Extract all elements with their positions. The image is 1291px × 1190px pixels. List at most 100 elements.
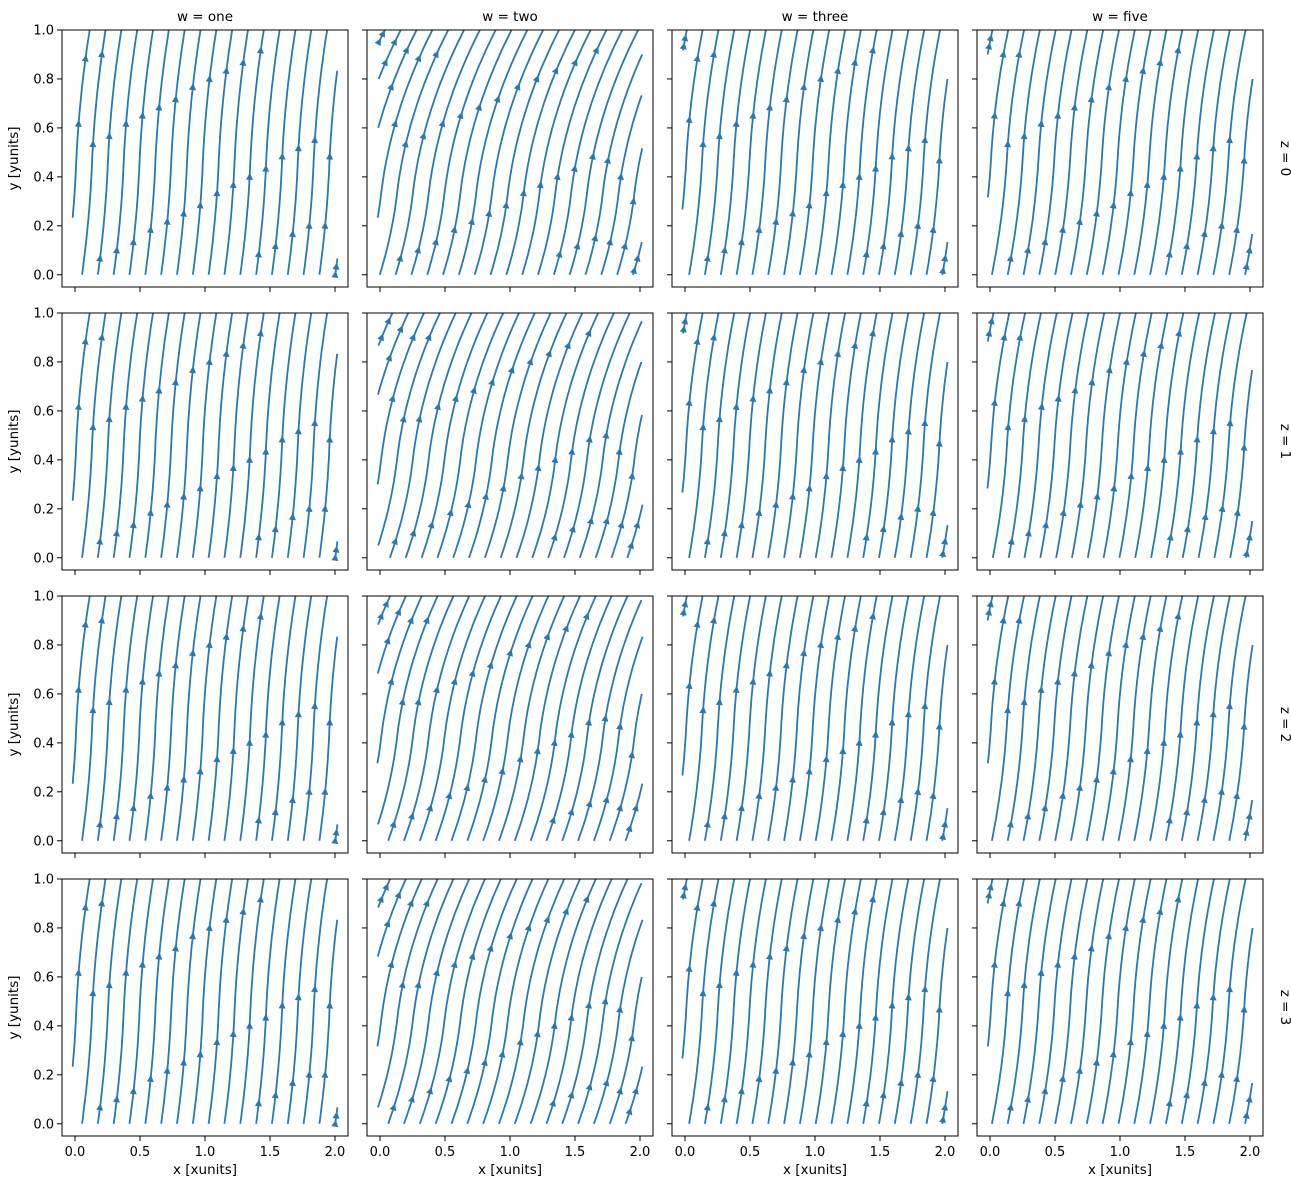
streamlines bbox=[985, 596, 1254, 841]
y-tick-label: 1.0 bbox=[33, 24, 54, 39]
streamline bbox=[1054, 30, 1089, 275]
arrowhead bbox=[384, 317, 391, 325]
x-axis-label: x [xunits] bbox=[478, 1162, 542, 1178]
streamline bbox=[1197, 313, 1232, 558]
y-tick-label: 0.4 bbox=[33, 736, 54, 751]
arrowhead bbox=[987, 317, 995, 325]
streamline bbox=[545, 596, 613, 842]
arrowhead bbox=[710, 50, 717, 58]
streamline bbox=[991, 879, 1025, 1124]
arrowhead bbox=[805, 201, 813, 209]
arrowhead bbox=[96, 254, 104, 262]
streamline bbox=[513, 596, 581, 842]
arrowhead bbox=[378, 30, 385, 38]
arrowhead bbox=[239, 58, 247, 66]
streamline bbox=[719, 30, 751, 275]
streamline bbox=[719, 313, 751, 558]
arrowhead bbox=[1240, 156, 1248, 164]
streamline bbox=[1085, 30, 1120, 275]
arrowhead bbox=[398, 981, 406, 989]
arrowhead bbox=[567, 1091, 575, 1099]
streamline bbox=[403, 879, 471, 1125]
streamline bbox=[128, 313, 154, 558]
arrowhead bbox=[332, 262, 340, 270]
arrowhead bbox=[782, 95, 790, 103]
arrowhead bbox=[450, 225, 458, 234]
streamline bbox=[626, 504, 644, 559]
streamline bbox=[376, 879, 407, 957]
arrowhead bbox=[749, 111, 757, 119]
streamline bbox=[704, 879, 736, 1124]
arrowhead bbox=[627, 541, 634, 550]
arrowhead bbox=[606, 238, 613, 246]
arrowhead bbox=[737, 521, 745, 529]
arrowhead bbox=[407, 616, 414, 625]
arrowhead bbox=[1105, 366, 1113, 374]
arrowhead bbox=[699, 423, 707, 431]
arrowhead bbox=[129, 521, 137, 529]
arrowhead bbox=[1070, 952, 1078, 960]
arrowhead bbox=[817, 640, 824, 649]
streamlines bbox=[985, 879, 1254, 1124]
arrowhead bbox=[571, 58, 578, 67]
arrowhead bbox=[205, 640, 213, 649]
streamline bbox=[1054, 879, 1089, 1124]
arrowhead bbox=[550, 1021, 558, 1030]
arrowhead bbox=[904, 710, 912, 718]
arrowhead bbox=[189, 649, 196, 657]
arrowhead bbox=[534, 463, 542, 472]
arrowhead bbox=[1193, 435, 1201, 443]
arrowhead bbox=[311, 136, 319, 144]
arrowhead bbox=[1242, 262, 1250, 270]
x-tick-label: 2.0 bbox=[1240, 1145, 1261, 1160]
streamline bbox=[404, 313, 473, 559]
arrowhead bbox=[383, 636, 391, 645]
arrowhead bbox=[869, 895, 876, 903]
arrowhead bbox=[921, 985, 929, 993]
streamline bbox=[387, 879, 455, 1125]
arrowhead bbox=[1139, 66, 1147, 75]
panel-r2-c3: z = 2 bbox=[972, 595, 1291, 858]
arrowhead bbox=[834, 632, 841, 641]
arrowhead bbox=[1217, 1070, 1225, 1079]
arrowhead bbox=[1006, 820, 1014, 828]
arrowhead bbox=[391, 537, 398, 546]
streamline bbox=[608, 976, 643, 1125]
arrowhead bbox=[1140, 349, 1147, 358]
streamline bbox=[426, 30, 497, 276]
arrowhead bbox=[305, 1070, 313, 1078]
arrowhead bbox=[517, 472, 525, 480]
streamline bbox=[376, 596, 423, 764]
streamline bbox=[893, 596, 926, 841]
axes-frame bbox=[976, 878, 1264, 1137]
x-tick-label: 1.5 bbox=[870, 1145, 891, 1160]
streamline bbox=[1006, 596, 1041, 841]
arrowhead bbox=[1245, 533, 1253, 541]
arrowhead bbox=[822, 755, 830, 763]
arrowhead bbox=[1105, 932, 1112, 940]
arrowhead bbox=[681, 600, 689, 608]
arrowhead bbox=[196, 767, 204, 775]
streamline bbox=[1166, 313, 1201, 558]
arrowhead bbox=[897, 512, 905, 521]
arrowhead bbox=[1245, 246, 1253, 254]
streamline bbox=[862, 596, 894, 841]
arrowhead bbox=[941, 254, 949, 262]
streamline bbox=[450, 879, 518, 1125]
streamline bbox=[1212, 879, 1247, 1124]
arrowhead bbox=[74, 402, 82, 410]
arrowhead bbox=[519, 189, 527, 197]
arrowhead bbox=[720, 812, 728, 820]
arrowhead bbox=[914, 787, 922, 796]
arrowhead bbox=[294, 710, 302, 718]
arrowhead bbox=[999, 616, 1007, 624]
arrowhead bbox=[1233, 508, 1241, 517]
arrowhead bbox=[602, 795, 610, 804]
arrowhead bbox=[879, 808, 887, 816]
streamline bbox=[505, 30, 576, 276]
arrowhead bbox=[311, 702, 319, 710]
arrowhead bbox=[628, 751, 635, 759]
streamline bbox=[1118, 313, 1153, 558]
arrowhead bbox=[1183, 1091, 1190, 1099]
arrowhead bbox=[985, 42, 992, 50]
